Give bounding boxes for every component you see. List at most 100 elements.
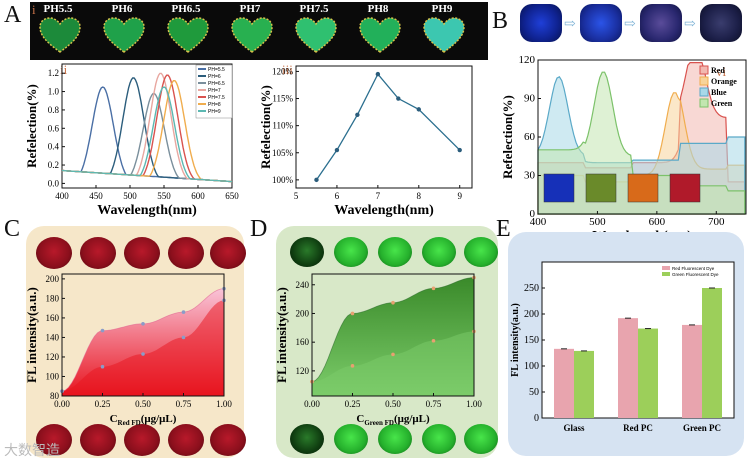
heart-sample-image bbox=[359, 17, 401, 53]
data-point bbox=[350, 311, 355, 316]
y-tick-label: 100% bbox=[272, 175, 294, 185]
data-point bbox=[375, 71, 381, 77]
green-sample-image bbox=[378, 424, 412, 454]
x-tick-label: 0.75 bbox=[176, 399, 192, 409]
data-point bbox=[334, 147, 340, 153]
blue-crystal-image-4 bbox=[700, 4, 742, 42]
x-tick-label: 0.00 bbox=[304, 399, 320, 409]
red-fd-intensity-chart: 0.00 0.25 0.50 0.75 1.00 80 100 120 140 160 180 200… bbox=[26, 273, 232, 427]
crystal-thumbnail bbox=[627, 173, 659, 203]
y-axis-title: FL intensity(a.u.) bbox=[510, 303, 521, 377]
y-tick-label: 0 bbox=[530, 208, 536, 220]
y-tick-label: 250 bbox=[524, 283, 539, 294]
intensity-area-lower bbox=[62, 300, 224, 396]
x-tick-label: 0.00 bbox=[54, 399, 70, 409]
y-tick-label: 140 bbox=[46, 332, 60, 342]
x-tick-label: 600 bbox=[191, 191, 205, 201]
y-tick-label: 240 bbox=[296, 280, 310, 290]
green-sample-image bbox=[334, 237, 368, 267]
x-axis-title: CGreen FD(μg/μL) bbox=[356, 413, 430, 427]
legend-swatch bbox=[699, 76, 709, 86]
heart-sample-image bbox=[231, 17, 273, 53]
y-tick-label: 60 bbox=[524, 131, 536, 143]
y-tick-label: 120% bbox=[272, 66, 294, 76]
legend-label: PH=7.5 bbox=[208, 95, 225, 101]
x-tick-label: 0.75 bbox=[426, 399, 442, 409]
legend-swatch bbox=[699, 65, 709, 75]
colored-crystal-spectra-chart: 4005006007000306090120Wavelength(nm)Refe… bbox=[500, 54, 747, 240]
green-sample-image bbox=[464, 424, 498, 454]
data-point bbox=[181, 310, 186, 314]
arrow-icon: ⇨ bbox=[564, 17, 576, 32]
bar bbox=[638, 328, 658, 418]
red-sample-image bbox=[36, 237, 72, 269]
data-point bbox=[431, 286, 436, 291]
green-sample-image bbox=[464, 237, 498, 267]
x-tick-label: 8 bbox=[417, 191, 422, 201]
heart-ph-label: PH5.5 bbox=[43, 3, 73, 15]
data-point bbox=[431, 338, 436, 343]
x-tick-label: 450 bbox=[89, 191, 103, 201]
y-tick-label: 120 bbox=[296, 366, 310, 376]
bar bbox=[574, 350, 594, 418]
heart-ph-label: PH6 bbox=[111, 3, 133, 15]
x-tick-label: 6 bbox=[335, 191, 340, 201]
x-axis-title: CRed FD(μg/μL) bbox=[110, 413, 177, 427]
y-tick-label: 0.4 bbox=[48, 142, 60, 152]
bar bbox=[554, 348, 574, 418]
y-tick-label: 50 bbox=[529, 387, 539, 398]
subpanel-label-i: i bbox=[32, 2, 36, 17]
data-point bbox=[416, 107, 421, 112]
y-axis-title: FL intensity(a.u.) bbox=[26, 287, 39, 383]
legend-swatch bbox=[662, 266, 670, 270]
y-tick-label: 1.2 bbox=[48, 68, 59, 78]
y-tick-label: 120 bbox=[519, 54, 536, 66]
x-tick-label: 700 bbox=[708, 216, 725, 228]
y-axis-title: Refelection(%) bbox=[500, 95, 515, 179]
red-sample-image bbox=[80, 237, 116, 269]
legend-label: PH=8 bbox=[208, 102, 221, 108]
heart-ph-label: PH6.5 bbox=[171, 3, 201, 15]
green-sample-image bbox=[334, 424, 368, 454]
y-tick-label: 120 bbox=[46, 352, 60, 362]
green-sample-image bbox=[422, 424, 456, 454]
red-sample-image bbox=[36, 424, 72, 456]
x-tick-label: 1.00 bbox=[216, 399, 232, 409]
legend-label: Red Fluorescent Dye bbox=[672, 266, 715, 271]
y-tick-label: 200 bbox=[296, 308, 310, 318]
legend-label: PH=9 bbox=[208, 109, 221, 115]
bar bbox=[682, 324, 702, 418]
red-sample-image bbox=[210, 424, 246, 456]
crystal-thumbnail bbox=[585, 173, 617, 203]
y-tick-label: 30 bbox=[524, 170, 536, 182]
heart-ph-label: PH8 bbox=[367, 3, 389, 15]
y-tick-label: 0 bbox=[534, 413, 539, 424]
x-tick-label: 500 bbox=[123, 191, 137, 201]
y-tick-label: 200 bbox=[524, 309, 539, 320]
legend-label: Green Fluorescent Dye bbox=[672, 272, 719, 277]
blue-crystal-image-3 bbox=[640, 4, 682, 42]
reflection-vs-ph-chart: 5 6 7 8 9 100% 105% 110% 115% 120% Wavelength(nm) R… bbox=[258, 65, 473, 218]
legend-swatch bbox=[662, 272, 670, 276]
reflection-spectra-chart: 400 450 500 550 600 650 0.0 0.2 0.4 0.6 0.8 1.0 1.2 W… bbox=[24, 63, 239, 218]
green-fd-intensity-chart: 0.00 0.25 0.50 0.75 1.00 120 160 200 240 FL inten… bbox=[276, 273, 482, 427]
x-tick-label: 9 bbox=[457, 191, 462, 201]
heart-shape bbox=[423, 17, 465, 53]
y-tick-label: 0.8 bbox=[48, 105, 60, 115]
x-tick-label: 550 bbox=[157, 191, 171, 201]
data-point bbox=[181, 335, 186, 340]
red-sample-image bbox=[210, 237, 246, 269]
y-axis-title: FL intensity(a.u.) bbox=[276, 287, 289, 383]
plot-frame bbox=[61, 63, 233, 189]
legend-box bbox=[195, 64, 233, 119]
arrow-icon: ⇨ bbox=[624, 17, 636, 32]
photonic-crystal-sequence: ⇨ ⇨ ⇨ bbox=[512, 0, 748, 50]
x-axis-title: Wavelength(nm) bbox=[97, 203, 197, 218]
legend-label: Red bbox=[711, 66, 725, 75]
x-tick-label: Green PC bbox=[683, 423, 721, 433]
heart-sample-image bbox=[39, 17, 81, 53]
y-tick-label: 115% bbox=[272, 94, 293, 104]
heart-shape bbox=[167, 17, 209, 53]
data-point bbox=[391, 300, 395, 305]
y-axis-title: Refelection(%) bbox=[258, 85, 273, 169]
